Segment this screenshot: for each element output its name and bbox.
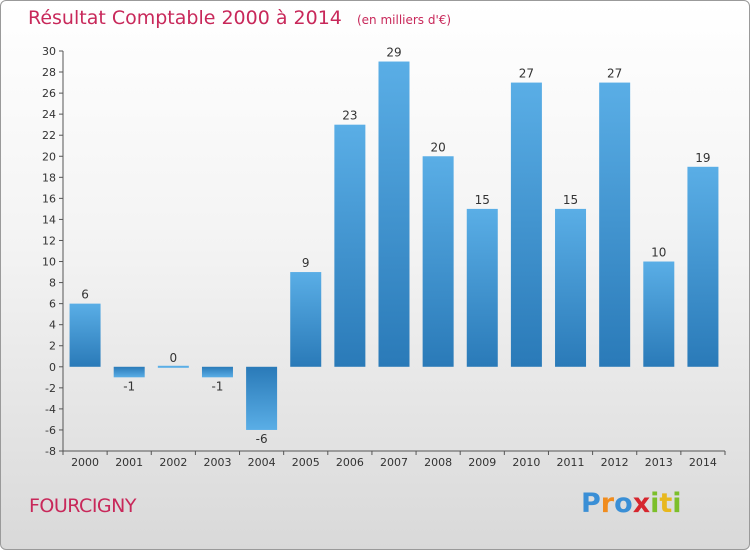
x-tick-label: 2014 bbox=[689, 456, 717, 469]
bar bbox=[69, 303, 101, 367]
x-tick-label: 2001 bbox=[115, 456, 143, 469]
bar bbox=[510, 82, 542, 367]
bar bbox=[555, 208, 587, 367]
data-label: 27 bbox=[519, 67, 534, 81]
data-label: 6 bbox=[81, 288, 89, 302]
logo-letter: o bbox=[614, 488, 633, 519]
x-tick-label: 2012 bbox=[601, 456, 629, 469]
data-label: 0 bbox=[170, 351, 178, 365]
logo-letter: t bbox=[659, 488, 673, 519]
bar bbox=[466, 208, 498, 367]
title-row: Résultat Comptable 2000 à 2014 (en milli… bbox=[28, 7, 451, 29]
logo-letter: i bbox=[672, 488, 682, 519]
x-tick-label: 2004 bbox=[248, 456, 276, 469]
y-tick-label: 26 bbox=[42, 87, 56, 100]
y-tick-label: 16 bbox=[42, 192, 56, 205]
bar bbox=[157, 365, 189, 368]
x-tick-label: 2002 bbox=[159, 456, 187, 469]
x-tick-label: 2006 bbox=[336, 456, 364, 469]
logo-letter: i bbox=[650, 488, 660, 519]
chart-subtitle: (en milliers d'€) bbox=[356, 13, 452, 27]
y-tick-label: 18 bbox=[42, 171, 56, 184]
bar bbox=[687, 166, 719, 367]
data-label: 29 bbox=[386, 46, 401, 60]
x-tick-label: 2013 bbox=[645, 456, 673, 469]
y-tick-label: 0 bbox=[49, 361, 56, 374]
proxiti-logo: Proxiti bbox=[581, 488, 682, 519]
bar bbox=[422, 156, 454, 367]
y-tick-label: -4 bbox=[45, 403, 56, 416]
y-tick-label: 22 bbox=[42, 129, 56, 142]
x-tick-label: 2011 bbox=[557, 456, 585, 469]
x-tick-label: 2005 bbox=[292, 456, 320, 469]
y-tick-label: 12 bbox=[42, 234, 56, 247]
y-tick-label: 8 bbox=[49, 277, 56, 290]
y-tick-label: 10 bbox=[42, 256, 56, 269]
bar bbox=[246, 366, 278, 430]
data-label: 9 bbox=[302, 256, 310, 270]
x-tick-label: 2009 bbox=[468, 456, 496, 469]
data-label: 23 bbox=[342, 109, 357, 123]
bar bbox=[643, 261, 675, 367]
logo-letter: x bbox=[632, 488, 651, 519]
y-tick-label: 28 bbox=[42, 66, 56, 79]
bar bbox=[201, 366, 233, 378]
y-tick-label: -2 bbox=[45, 382, 56, 395]
y-tick-label: 2 bbox=[49, 340, 56, 353]
logo-letter: P bbox=[581, 488, 601, 519]
x-tick-label: 2010 bbox=[512, 456, 540, 469]
bar bbox=[334, 124, 366, 367]
y-tick-label: 6 bbox=[49, 298, 56, 311]
y-tick-label: 4 bbox=[49, 319, 56, 332]
data-label: 20 bbox=[430, 140, 445, 154]
bar bbox=[599, 82, 631, 367]
y-tick-label: 20 bbox=[42, 150, 56, 163]
x-tick-label: 2008 bbox=[424, 456, 452, 469]
bar bbox=[290, 272, 322, 367]
data-label: -1 bbox=[123, 379, 135, 393]
y-tick-label: 24 bbox=[42, 108, 56, 121]
x-tick-label: 2000 bbox=[71, 456, 99, 469]
chart-title: Résultat Comptable 2000 à 2014 bbox=[28, 7, 342, 29]
y-tick-label: -8 bbox=[45, 445, 56, 458]
logo-letter: r bbox=[600, 488, 615, 519]
data-label: 19 bbox=[695, 151, 710, 165]
commune-name: FOURCIGNY bbox=[29, 495, 136, 517]
data-label: 15 bbox=[475, 193, 490, 207]
bar bbox=[113, 366, 145, 378]
data-label: 27 bbox=[607, 67, 622, 81]
y-tick-label: 30 bbox=[42, 45, 56, 58]
data-label: -6 bbox=[256, 432, 268, 446]
data-label: -1 bbox=[211, 379, 223, 393]
data-label: 10 bbox=[651, 246, 666, 260]
y-tick-label: 14 bbox=[42, 213, 56, 226]
value-labels: 6 -1 0 -1 -6 9 23 29 20 15 27 15 27 10 19 bbox=[81, 46, 710, 446]
x-tick-label: 2003 bbox=[203, 456, 231, 469]
data-label: 15 bbox=[563, 193, 578, 207]
bar bbox=[378, 61, 410, 367]
y-tick-label: -6 bbox=[45, 424, 56, 437]
bars bbox=[69, 61, 719, 430]
x-tick-label: 2007 bbox=[380, 456, 408, 469]
